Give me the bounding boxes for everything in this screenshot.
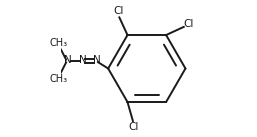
Text: N: N bbox=[93, 55, 100, 65]
Text: Cl: Cl bbox=[114, 6, 124, 16]
Text: Cl: Cl bbox=[184, 19, 194, 29]
Text: N: N bbox=[79, 55, 86, 65]
Text: Cl: Cl bbox=[128, 122, 139, 132]
Text: CH₃: CH₃ bbox=[49, 38, 68, 48]
Text: CH₃: CH₃ bbox=[49, 74, 68, 84]
Text: N: N bbox=[64, 55, 72, 65]
